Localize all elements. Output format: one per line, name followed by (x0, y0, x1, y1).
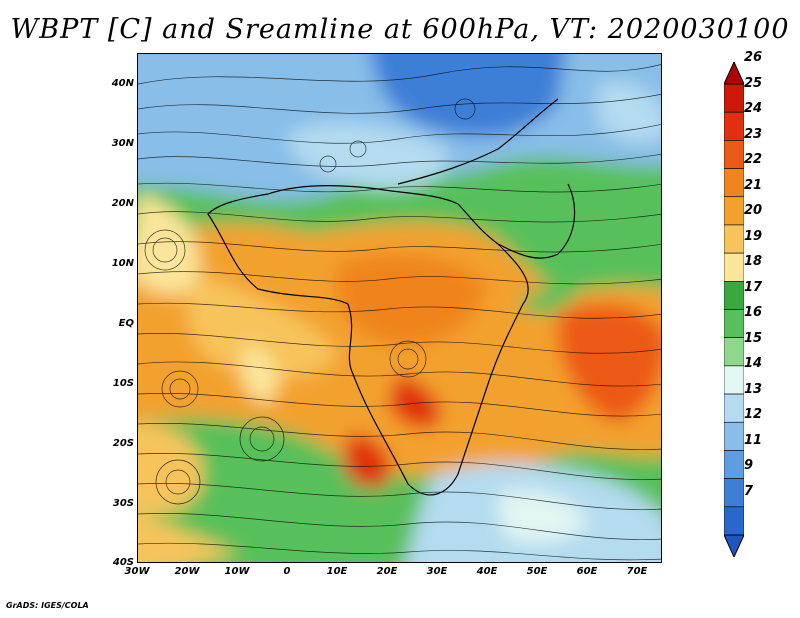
colorbar-label-20: 20 (744, 203, 763, 218)
colorbar-segment (724, 224, 744, 254)
lat-label-30n: 30N (111, 138, 134, 149)
coastlines (207, 98, 576, 496)
map-title: WBPT [C] and Sreamline at 600hPa, VT: 20… (10, 14, 790, 45)
colorbar-segment (724, 252, 744, 282)
lon-label-30w: 30W (124, 566, 150, 577)
colorbar-label-15: 15 (744, 331, 763, 346)
colorbar-label-26: 26 (744, 50, 763, 65)
colorbar-label-25: 25 (744, 76, 763, 91)
colorbar-segment (724, 196, 744, 226)
colorbar-segment (724, 365, 744, 395)
wbpt-field (138, 54, 661, 562)
colorbar-label-12: 12 (744, 407, 763, 422)
colorbar-label-22: 22 (744, 152, 763, 167)
map-panel (137, 53, 662, 563)
lon-label-20w: 20W (174, 566, 200, 577)
lon-label-50e: 50E (526, 566, 548, 577)
footer-credit: GrADS: IGES/COLA (6, 601, 89, 610)
colorbar-label-21: 21 (744, 178, 763, 193)
colorbar-label-17: 17 (744, 280, 763, 295)
lat-label-20n: 20N (111, 198, 134, 209)
lat-label-10s: 10S (112, 378, 134, 389)
colorbar-segment (724, 111, 744, 141)
lat-label-40s: 40S (112, 557, 134, 568)
colorbar-segment (724, 309, 744, 338)
colorbar-segment (724, 337, 744, 367)
colorbar-segment (724, 393, 744, 423)
lon-label-40e: 40E (476, 566, 498, 577)
lon-label-10w: 10W (224, 566, 250, 577)
colorbar-segment (724, 140, 744, 169)
streamlines (138, 64, 661, 561)
colorbar-segment (724, 421, 744, 451)
colorbar-label-23: 23 (744, 127, 763, 142)
colorbar-label-18: 18 (744, 254, 763, 269)
colorbar-segment (724, 478, 744, 508)
colorbar-label-24: 24 (744, 101, 763, 116)
lat-label-10n: 10N (111, 258, 134, 269)
lat-label-40n: 40N (111, 78, 134, 89)
colorbar-label-16: 16 (744, 305, 763, 320)
lon-label-20e: 20E (376, 566, 398, 577)
colorbar-segment (724, 83, 744, 113)
colorbar-segment (724, 281, 744, 310)
colorbar (724, 62, 744, 557)
lat-label-30s: 30S (112, 498, 134, 509)
lon-label-60e: 60E (576, 566, 598, 577)
colorbar-label-9: 9 (744, 458, 754, 473)
colorbar-segment (724, 450, 744, 479)
colorbar-segment (724, 506, 744, 536)
lat-label-eq: EQ (118, 318, 134, 329)
colorbar-label-11: 11 (744, 433, 763, 448)
lon-label-30e: 30E (426, 566, 448, 577)
colorbar-segment (724, 168, 744, 198)
lon-label-0: 0 (283, 566, 291, 577)
colorbar-label-7: 7 (744, 484, 754, 499)
lon-label-70e: 70E (626, 566, 648, 577)
colorbar-label-13: 13 (744, 382, 763, 397)
colorbar-label-14: 14 (744, 356, 763, 371)
lat-label-20s: 20S (112, 438, 134, 449)
colorbar-label-19: 19 (744, 229, 763, 244)
lon-label-10e: 10E (326, 566, 348, 577)
